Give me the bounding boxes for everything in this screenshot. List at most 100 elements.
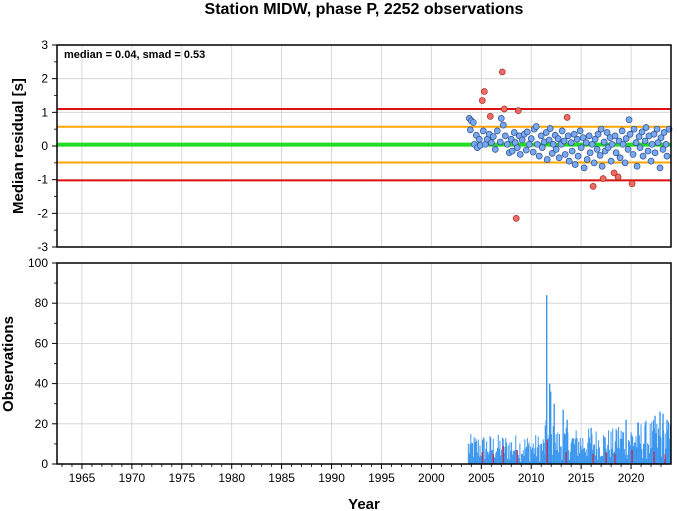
outlier-point (500, 105, 508, 113)
residual-point (499, 121, 507, 129)
observations-y-tick-label: 40 (35, 377, 49, 391)
residual-point (647, 157, 655, 165)
residual-point (548, 150, 556, 157)
residual-y-tick-label: 1 (41, 105, 48, 119)
outlier-point (628, 180, 636, 188)
residual-y-tick-label: -1 (37, 173, 48, 187)
residual-point (648, 140, 656, 148)
year-x-axis-label: Year (348, 496, 380, 511)
residual-point (663, 152, 671, 160)
residual-point (558, 127, 566, 135)
residual-point (542, 129, 550, 136)
x-tick-label-2015: 2015 (568, 471, 595, 485)
residual-point (571, 161, 579, 168)
residual-point (487, 139, 495, 146)
residual-point (659, 146, 667, 153)
median-smad-annotation: median = 0.04, smad = 0.53 (64, 49, 205, 61)
residual-point (497, 115, 505, 122)
residual-point (612, 149, 620, 157)
residual-point (644, 147, 652, 155)
observations-y-tick-label: 60 (35, 336, 49, 350)
residual-point (651, 149, 659, 157)
residual-point (503, 140, 511, 148)
outlier-point (610, 169, 618, 177)
residual-point (660, 129, 668, 136)
residual-point (513, 144, 521, 152)
outlier-point (486, 113, 494, 120)
residual-y-tick-label: 2 (41, 72, 48, 86)
year-x-ticks: 1965 1970 1975 1980 1985 1990 1995 2000 2005 2010… (61, 464, 662, 485)
residual-point (537, 132, 545, 140)
outlier-point (599, 175, 607, 183)
residual-point (641, 137, 649, 145)
residual-point (619, 140, 627, 148)
residual-point (662, 140, 670, 148)
residual-point (533, 140, 541, 148)
residual-point (629, 151, 637, 158)
observations-y-axis-label: Observations (0, 316, 17, 412)
residual-point (654, 139, 662, 146)
residual-y-axis-label: Median residual [s] (10, 78, 27, 214)
residual-point (543, 156, 551, 163)
residual-point (621, 159, 629, 167)
residual-point (639, 152, 647, 160)
residual-panel: 3 2 1 0 -1 -2 -3 median = 0.04, smad = 0.53 Me… (10, 38, 673, 254)
residual-point (656, 164, 664, 172)
residual-point (518, 136, 526, 144)
residual-point (635, 133, 643, 140)
residual-point (579, 134, 587, 141)
outlier-point (478, 97, 486, 104)
residual-point (616, 154, 624, 162)
x-tick-label-2020: 2020 (618, 471, 645, 485)
residual-point (522, 146, 530, 154)
residual-point (549, 140, 557, 148)
residual-point (496, 138, 504, 146)
x-tick-label-2010: 2010 (518, 471, 545, 485)
observations-y-ticks: 100 80 60 40 20 0 (28, 256, 57, 471)
residual-point (638, 128, 646, 136)
outlier-point (480, 88, 488, 95)
outlier-point (563, 114, 571, 121)
residual-point (594, 130, 602, 138)
residual-point (510, 129, 518, 136)
residual-point (466, 126, 474, 134)
residual-point (636, 144, 644, 152)
residual-point (469, 119, 477, 126)
residual-point (523, 128, 531, 136)
residual-point (624, 146, 632, 153)
residual-y-tick-label: 0 (41, 139, 48, 153)
residual-point (607, 157, 615, 165)
residual-point (546, 125, 554, 132)
residual-point (657, 134, 665, 141)
residual-point (582, 139, 590, 146)
residual-point (650, 130, 658, 138)
residual-point (608, 140, 616, 148)
residual-point (552, 146, 560, 153)
observations-y-tick-label: 100 (28, 256, 48, 270)
residual-outliers (478, 68, 636, 222)
x-tick-label-1995: 1995 (368, 471, 395, 485)
residual-y-tick-label: 3 (41, 38, 48, 52)
residual-point (545, 136, 553, 144)
residual-point (632, 139, 640, 146)
residual-point (626, 130, 634, 138)
residual-point (555, 154, 563, 162)
residual-point (583, 156, 591, 163)
residual-point (493, 127, 501, 135)
residual-point (525, 140, 533, 148)
residual-point (591, 135, 599, 143)
outlier-point (614, 173, 622, 181)
residual-point (535, 152, 543, 160)
residual-point (642, 124, 650, 131)
residual-point (501, 132, 509, 140)
outlier-point (514, 107, 522, 115)
outlier-point (498, 68, 506, 76)
residual-point (577, 144, 585, 152)
residual-point (596, 152, 604, 159)
observations-bars (467, 295, 672, 464)
residual-point (489, 133, 497, 140)
residual-y-tick-label: -2 (37, 206, 48, 220)
residual-point (590, 159, 598, 167)
residual-point (603, 129, 611, 136)
